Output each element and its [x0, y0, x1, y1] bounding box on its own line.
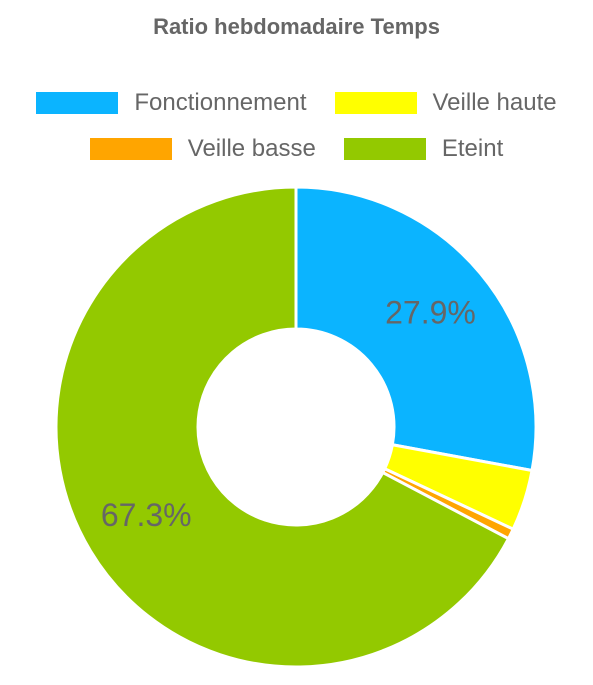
- legend-swatch-veille-basse: [89, 138, 172, 160]
- legend-label-veille-basse: Veille basse: [187, 135, 316, 162]
- legend-label-fonctionnement: Fonctionnement: [134, 89, 307, 116]
- legend-row-2: Veille basse Eteint: [0, 126, 593, 172]
- legend-row-1: Fonctionnement Veille haute: [0, 80, 593, 126]
- legend-label-veille-haute: Veille haute: [432, 89, 557, 116]
- legend-item-veille-haute[interactable]: Veille haute: [334, 89, 557, 117]
- data-label-eteint: 67.3%: [101, 497, 192, 533]
- legend-swatch-veille-haute: [334, 92, 417, 114]
- legend-item-fonctionnement[interactable]: Fonctionnement: [36, 89, 307, 117]
- legend-item-veille-basse[interactable]: Veille basse: [89, 135, 316, 163]
- legend-item-eteint[interactable]: Eteint: [343, 135, 504, 163]
- slice-fonctionnement[interactable]: [294, 185, 538, 473]
- data-label-fonctionnement: 27.9%: [385, 294, 476, 330]
- legend-swatch-fonctionnement: [36, 92, 119, 114]
- chart-title: Ratio hebdomadaire Temps: [153, 14, 440, 39]
- legend-swatch-eteint: [343, 138, 426, 160]
- slice-eteint[interactable]: [54, 185, 511, 669]
- legend-label-eteint: Eteint: [441, 135, 504, 162]
- legend: Fonctionnement Veille haute Veille basse…: [0, 80, 593, 172]
